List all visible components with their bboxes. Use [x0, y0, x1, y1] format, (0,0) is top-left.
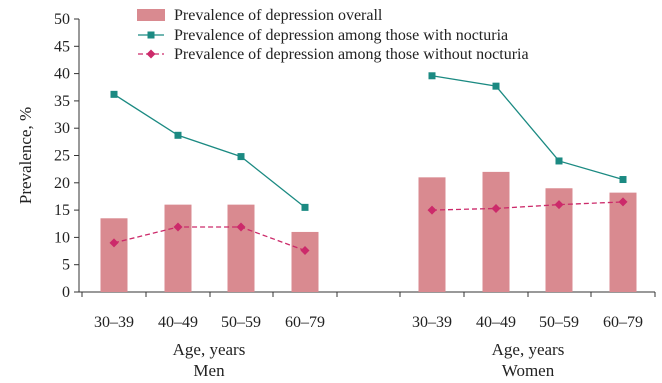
legend-label: Prevalence of depression overall — [174, 7, 383, 24]
x-tick-label: 50–59 — [539, 314, 579, 331]
data-point-square — [237, 153, 245, 161]
series-line — [431, 75, 624, 181]
data-point-square — [555, 157, 563, 165]
y-tick-label: 10 — [54, 229, 70, 246]
bar — [291, 231, 319, 292]
bar — [227, 204, 255, 292]
y-tick-label: 25 — [54, 148, 70, 165]
lines — [109, 72, 628, 256]
data-point-square — [619, 176, 627, 184]
data-point-diamond — [491, 203, 501, 213]
bar — [164, 204, 192, 292]
x-tick-label: 60–79 — [285, 314, 325, 331]
data-point-diamond — [427, 205, 437, 215]
data-point-diamond — [109, 238, 119, 248]
y-tick-label: 30 — [54, 120, 70, 137]
legend: Prevalence of depression overall Prevalen… — [137, 7, 529, 63]
y-tick-label: 5 — [62, 257, 70, 274]
x-tick-label: 30–39 — [94, 314, 134, 331]
bar — [482, 171, 510, 292]
legend-label: Prevalence of depression among those wit… — [174, 27, 508, 44]
data-point-square — [301, 203, 309, 211]
bars — [100, 171, 637, 292]
legend-marker-diamond — [146, 49, 156, 59]
axes: 0 5 10 15 20 25 30 35 40 45 50 Prevalence, % 30–39 40… — [16, 11, 656, 380]
data-point-diamond — [173, 222, 183, 232]
x-tick-label: 50–59 — [221, 314, 261, 331]
y-tick-label: 45 — [54, 38, 70, 55]
data-point-square — [428, 72, 436, 80]
bar — [609, 192, 637, 292]
y-tick-label: 50 — [54, 11, 70, 28]
data-point-square — [492, 82, 500, 90]
bar — [100, 218, 128, 292]
data-point-square — [110, 90, 118, 98]
data-point-diamond — [618, 197, 628, 207]
data-point-diamond — [554, 200, 564, 210]
bar — [418, 177, 446, 292]
y-axis-title: Prevalence, % — [16, 107, 35, 204]
x-tick-label: 40–49 — [476, 314, 516, 331]
legend-marker-square — [147, 31, 155, 39]
x-tick-label: 60–79 — [603, 314, 643, 331]
group-label: Men — [193, 361, 225, 380]
y-tick-label: 35 — [54, 93, 70, 110]
data-point-diamond — [236, 222, 246, 232]
x-tick-label: 30–39 — [412, 314, 452, 331]
data-point-square — [174, 131, 182, 139]
legend-swatch-bar — [137, 9, 165, 21]
x-tick-label: 40–49 — [158, 314, 198, 331]
legend-label: Prevalence of depression among those wit… — [174, 46, 529, 63]
y-tick-label: 40 — [54, 66, 70, 83]
data-point-diamond — [300, 246, 310, 256]
group-label: Women — [502, 361, 555, 380]
y-tick-label: 15 — [54, 202, 70, 219]
series-line — [113, 226, 306, 252]
series-line — [431, 201, 624, 211]
y-tick-label: 20 — [54, 175, 70, 192]
x-axis-title: Age, years — [173, 340, 246, 359]
series-line — [113, 93, 306, 208]
x-axis-title: Age, years — [492, 340, 565, 359]
y-tick-label: 0 — [62, 284, 70, 301]
